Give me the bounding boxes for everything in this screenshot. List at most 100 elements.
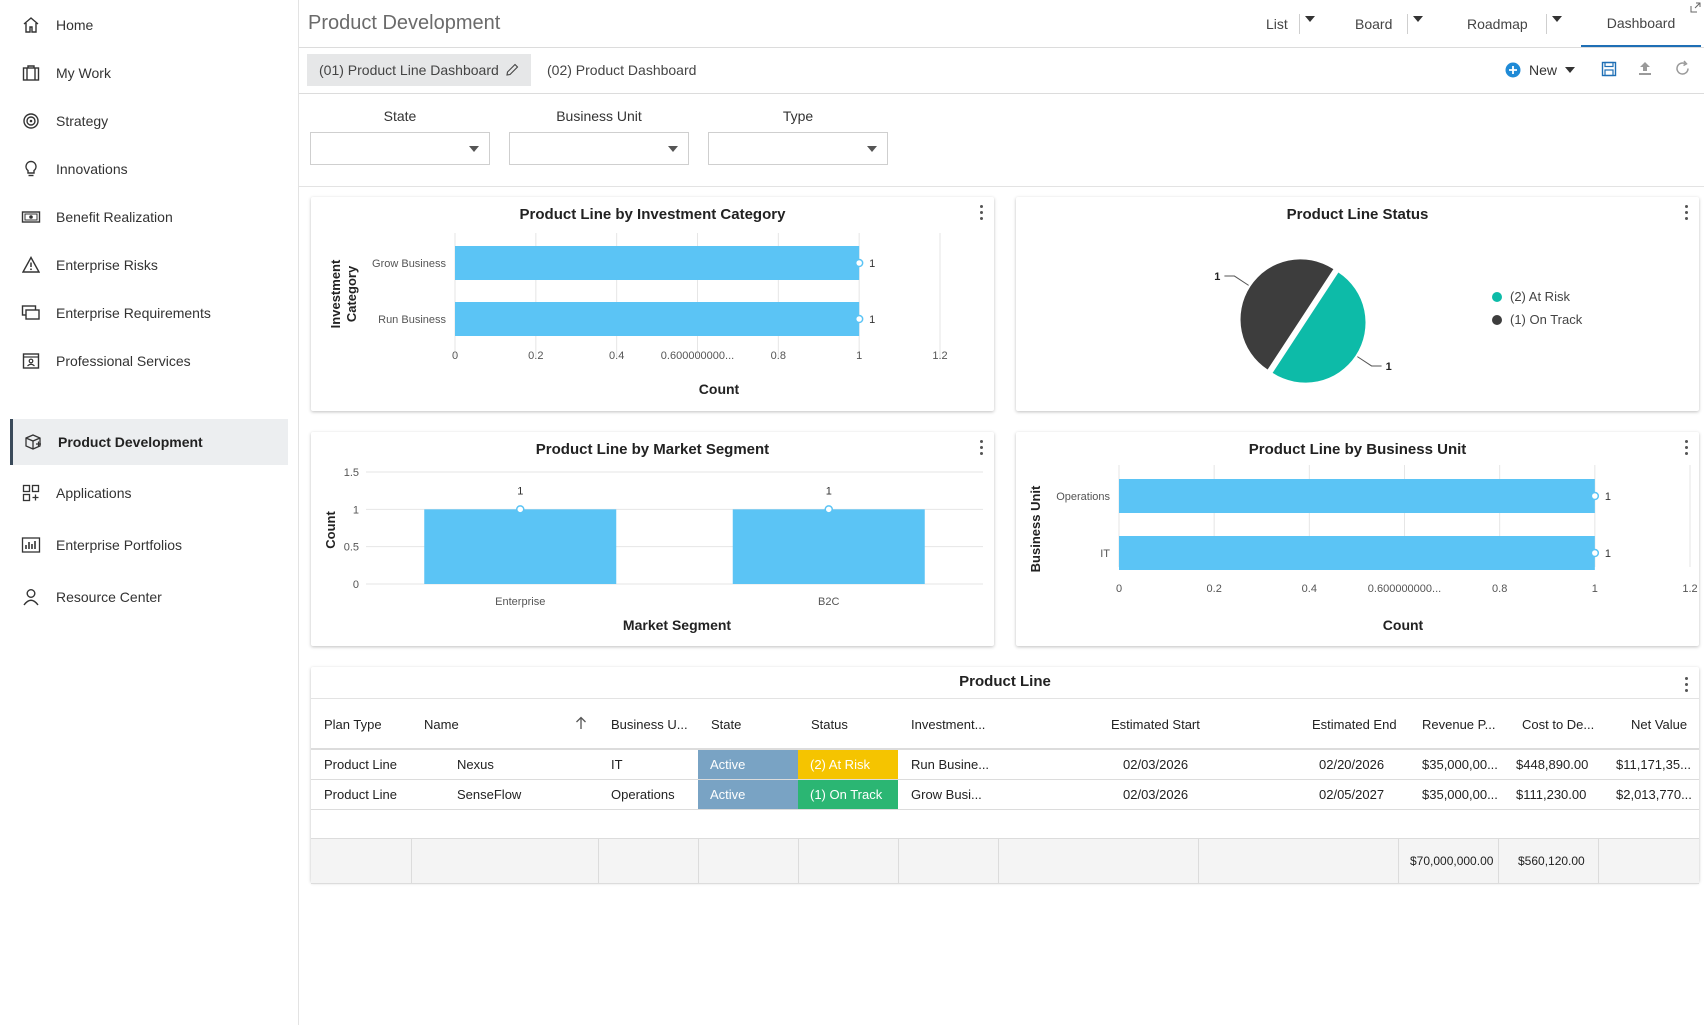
column-header[interactable]: State — [711, 717, 742, 732]
table-row[interactable]: Product Line SenseFlow Operations Active… — [311, 780, 1699, 810]
upload-icon[interactable] — [1637, 60, 1653, 79]
data-point — [516, 505, 525, 514]
tab-dashboard[interactable]: Dashboard — [1581, 0, 1701, 47]
page-title: Product Development — [308, 12, 501, 34]
sidebar: Home My Work Strategy Innovations Benefi… — [0, 0, 299, 1025]
bar — [732, 509, 925, 584]
sidebar-item-enterprise-requirements[interactable]: Enterprise Requirements — [10, 290, 288, 336]
home-icon — [20, 14, 42, 36]
legend-swatch — [1492, 292, 1502, 302]
chevron-down-icon[interactable] — [1552, 16, 1562, 22]
column-header[interactable]: Estimated End — [1312, 717, 1397, 732]
data-label: 1 — [1214, 271, 1220, 283]
type-filter: Type — [708, 108, 888, 165]
filter-bar: State Business Unit Type — [299, 94, 1704, 187]
cell-name[interactable]: Nexus — [457, 757, 494, 772]
x-tick-label: 1.2 — [1682, 583, 1697, 595]
cell-plan-type: Product Line — [324, 787, 397, 802]
tab-list[interactable]: List — [1266, 15, 1288, 32]
business-unit-select[interactable] — [509, 132, 689, 165]
sidebar-item-enterprise-risks[interactable]: Enterprise Risks — [10, 242, 288, 288]
type-filter-label: Type — [782, 108, 814, 124]
chevron-down-icon[interactable] — [1305, 16, 1315, 22]
column-header[interactable]: Investment... — [911, 717, 986, 732]
column-header[interactable]: Revenue P... — [1422, 717, 1496, 732]
y-tick-label: IT — [1100, 548, 1110, 560]
type-select[interactable] — [708, 132, 888, 165]
target-icon — [20, 110, 42, 132]
plus-circle-icon — [1505, 62, 1521, 78]
column-header[interactable]: Estimated Start — [1111, 717, 1200, 732]
sidebar-item-label: Product Development — [58, 434, 203, 450]
chart-title: Product Line by Business Unit — [1248, 441, 1467, 458]
refresh-icon[interactable] — [1674, 60, 1691, 80]
tab-product-line-dashboard[interactable]: (01) Product Line Dashboard — [307, 54, 531, 86]
cell-business-unit: IT — [611, 757, 623, 772]
column-header[interactable]: Net Value — [1631, 717, 1688, 732]
divider — [1198, 839, 1199, 883]
expand-icon[interactable] — [1690, 1, 1701, 16]
cell-name[interactable]: SenseFlow — [457, 787, 522, 802]
column-header[interactable]: Plan Type — [324, 717, 382, 732]
data-label: 1 — [869, 258, 875, 270]
monitor-icon — [20, 302, 42, 324]
more-options-icon[interactable] — [980, 440, 984, 458]
sidebar-item-my-work[interactable]: My Work — [10, 50, 288, 96]
more-options-icon[interactable] — [1685, 440, 1689, 458]
pencil-icon[interactable] — [505, 63, 519, 77]
more-options-icon[interactable] — [1685, 677, 1689, 695]
sidebar-item-applications[interactable]: Applications — [10, 470, 288, 516]
column-header[interactable]: Cost to De... — [1522, 717, 1595, 732]
sidebar-item-product-development[interactable]: Product Development — [10, 419, 288, 465]
sidebar-item-resource-center[interactable]: Resource Center — [10, 574, 288, 620]
data-point — [1590, 548, 1600, 558]
cell-net-value: $11,171,35... — [1616, 757, 1691, 772]
cell-investment: Run Busine... — [911, 757, 990, 772]
sidebar-item-enterprise-portfolios[interactable]: Enterprise Portfolios — [10, 522, 288, 568]
divider — [1598, 839, 1599, 883]
sidebar-item-strategy[interactable]: Strategy — [10, 98, 288, 144]
sidebar-item-benefit-realization[interactable]: Benefit Realization — [10, 194, 288, 240]
data-label: 1 — [869, 314, 875, 326]
tab-board[interactable]: Board — [1355, 15, 1393, 32]
column-header[interactable]: Status — [811, 717, 848, 732]
y-tick-label: Run Business — [378, 314, 446, 326]
new-button[interactable]: New — [1505, 58, 1576, 82]
y-axis-label: Investment — [328, 259, 343, 328]
divider — [898, 839, 899, 883]
chevron-down-icon[interactable] — [1413, 16, 1423, 22]
x-axis-label: Count — [1383, 617, 1424, 633]
tab-label: (01) Product Line Dashboard — [319, 62, 499, 78]
sort-ascending-icon[interactable] — [575, 716, 587, 733]
cell-plan-type: Product Line — [324, 757, 397, 772]
data-label: 1 — [1605, 491, 1611, 503]
sidebar-item-professional-services[interactable]: Professional Services — [10, 338, 288, 384]
cell-investment: Grow Busi... — [911, 787, 982, 802]
x-axis-label: Market Segment — [623, 617, 731, 633]
sidebar-item-innovations[interactable]: Innovations — [10, 146, 288, 192]
state-select[interactable] — [310, 132, 490, 165]
tab-roadmap[interactable]: Roadmap — [1467, 15, 1528, 32]
save-icon[interactable] — [1601, 61, 1617, 80]
chevron-down-icon — [668, 146, 678, 152]
state-filter: State — [310, 108, 490, 165]
column-header[interactable]: Business U... — [611, 717, 688, 732]
table-row[interactable]: Product Line Nexus IT Active (2) At Risk… — [311, 750, 1699, 780]
more-options-icon[interactable] — [1685, 205, 1689, 223]
data-point — [854, 258, 864, 268]
sidebar-item-label: Benefit Realization — [56, 209, 173, 225]
more-options-icon[interactable] — [980, 205, 984, 223]
y-tick-label: 0 — [353, 579, 359, 591]
cell-estimated-end: 02/05/2027 — [1319, 787, 1385, 802]
business-unit-chart-card: Product Line by Business Unit Business U… — [1016, 432, 1699, 646]
product-line-table-card: Product Line Plan Type Name Business U..… — [311, 667, 1699, 884]
data-point — [824, 505, 833, 514]
sidebar-item-home[interactable]: Home — [10, 2, 288, 48]
x-tick-label: 1 — [1592, 583, 1598, 595]
divider — [598, 839, 599, 883]
bar — [455, 302, 860, 336]
divider — [798, 839, 799, 883]
x-tick-label: 0.4 — [1302, 583, 1317, 595]
column-header[interactable]: Name — [424, 717, 459, 732]
tab-product-dashboard[interactable]: (02) Product Dashboard — [547, 62, 697, 78]
